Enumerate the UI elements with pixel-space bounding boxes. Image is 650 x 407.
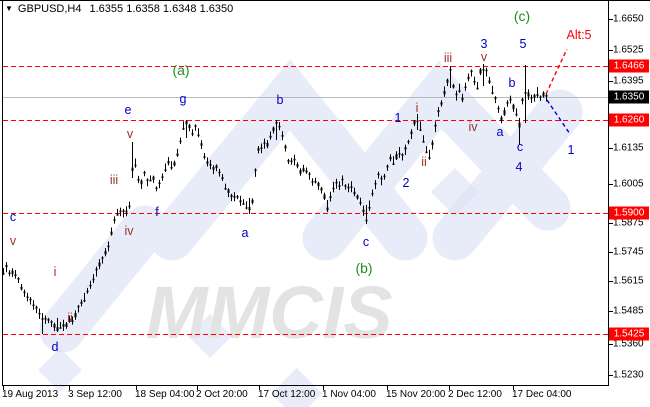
ohlc-quote: 1.6355 1.6358 1.6348 1.6350 [89, 3, 234, 15]
symbol-dropdown-icon[interactable]: ▼ [5, 4, 13, 13]
chart-title: ▼ GBPUSD,H4 1.6355 1.6358 1.6348 1.6350 [5, 3, 233, 15]
symbol-timeframe: GBPUSD,H4 [17, 3, 82, 15]
projection-line-bullish[interactable] [545, 48, 568, 95]
candlesticks [2, 64, 548, 334]
projection-line-bearish[interactable] [546, 99, 571, 135]
watermark-text: MMCIS [146, 271, 393, 354]
